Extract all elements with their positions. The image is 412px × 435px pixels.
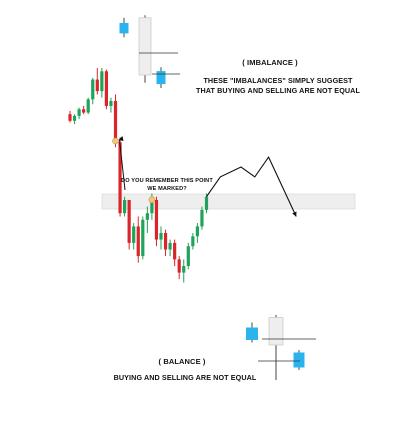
bullish-candle	[86, 99, 90, 113]
note-pointer-arrow	[119, 139, 126, 191]
bullish-candle	[100, 71, 104, 92]
bearish-candle	[68, 114, 72, 121]
illustration-small-candle	[293, 352, 305, 368]
bullish-candle	[77, 109, 81, 116]
marked-point	[148, 196, 156, 203]
bullish-candle	[145, 213, 149, 220]
imbalance-description-line-2: THAT BUYING AND SELLING ARE NOT EQUAL	[196, 86, 360, 95]
projected-path-arrowhead	[292, 211, 297, 217]
bearish-candle	[118, 142, 122, 214]
bearish-candle	[104, 71, 108, 106]
bullish-candle	[150, 200, 154, 214]
bearish-candle	[127, 200, 131, 243]
bearish-candle	[163, 233, 168, 250]
bearish-candle	[177, 259, 181, 273]
illustration-small-candle	[119, 23, 129, 34]
bearish-candle	[136, 226, 140, 257]
remember-point-note-line-1: DO YOU REMEMBER THIS POINT	[121, 178, 213, 184]
bullish-candle	[204, 196, 209, 210]
zone-rect	[101, 193, 356, 210]
bullish-candle	[72, 115, 77, 121]
note-pointer-arrowhead	[118, 135, 124, 141]
bullish-candle	[182, 266, 186, 273]
bullish-candle	[109, 101, 113, 106]
illustration-large-candle	[268, 317, 284, 346]
projected-path	[206, 156, 297, 217]
marked-point	[112, 137, 119, 145]
illustration-small-candle	[156, 71, 166, 85]
illustration-small-candle	[246, 327, 258, 340]
marked-zone	[101, 193, 356, 210]
bearish-candle	[154, 200, 159, 240]
bearish-candle	[95, 79, 99, 92]
bullish-candle	[132, 226, 136, 243]
bullish-candle	[168, 242, 172, 250]
bullish-candle	[123, 200, 127, 214]
imbalance-title: ( IMBALANCE )	[242, 58, 298, 67]
balance-illustration	[246, 315, 316, 380]
main-candlestick-chart	[68, 68, 297, 283]
bullish-candle	[191, 236, 195, 247]
imbalance-illustration	[119, 15, 180, 88]
bullish-candle	[159, 233, 163, 240]
bullish-candle	[186, 246, 190, 266]
remember-point-note-line-2: WE MARKED?	[147, 186, 187, 192]
bullish-candle	[195, 226, 199, 237]
bearish-candle	[113, 101, 118, 143]
bullish-candle	[91, 79, 95, 100]
illustration-large-candle	[138, 17, 152, 76]
bearish-candle	[173, 242, 177, 260]
balance-description: BUYING AND SELLING ARE NOT EQUAL	[113, 373, 257, 382]
imbalance-description-line-1: THESE "IMBALANCES" SIMPLY SUGGEST	[203, 76, 353, 85]
bullish-candle	[141, 219, 145, 257]
bearish-candle	[82, 109, 86, 113]
bullish-candle	[200, 209, 204, 227]
balance-title: ( BALANCE )	[158, 357, 206, 366]
